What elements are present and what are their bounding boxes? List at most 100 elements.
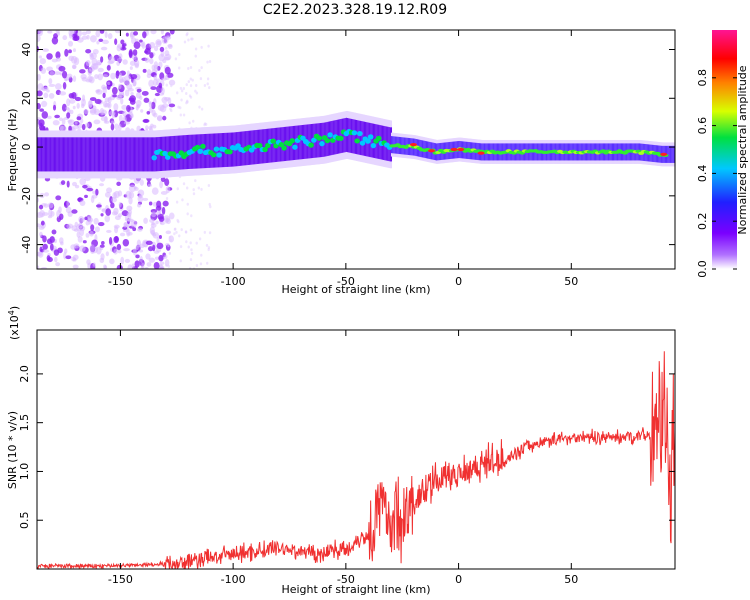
- heatmap-noise-cell: [53, 249, 60, 256]
- heatmap-noise-cell: [108, 110, 116, 116]
- heatmap-noise-cell: [105, 251, 109, 257]
- heatmap-y-tick-label: 40: [20, 43, 33, 57]
- heatmap-noise-cell: [87, 75, 93, 82]
- heatmap-noise-cell: [129, 113, 134, 119]
- heatmap-noise-cell: [134, 260, 140, 268]
- snr-x-tick-label: 50: [564, 573, 578, 586]
- heatmap-noise-cell: [84, 216, 88, 221]
- heatmap-noise-cell: [145, 240, 153, 246]
- heatmap-band: [359, 120, 362, 155]
- heatmap-noise-cell: [190, 248, 193, 252]
- heatmap-noise-cell: [116, 243, 122, 251]
- heatmap-noise-cell: [149, 52, 154, 59]
- heatmap-band: [37, 137, 40, 172]
- snr-y-axis-label: SNR (10 * v/v): [6, 411, 19, 489]
- heatmap-noise-cell: [89, 97, 97, 102]
- heatmap-noise-cell: [131, 263, 135, 269]
- heatmap-noise-cell: [189, 228, 193, 232]
- heatmap-noise-cell: [118, 83, 122, 90]
- heatmap-noise-cell: [68, 125, 72, 132]
- heatmap-noise-cell: [68, 40, 74, 47]
- heatmap-core-cell: [162, 150, 168, 157]
- heatmap-band: [129, 137, 132, 172]
- heatmap-noise-cell: [198, 105, 201, 109]
- heatmap-noise-cell: [156, 78, 161, 82]
- snr-x-axis-label: Height of straight line (km): [281, 583, 430, 596]
- heatmap-noise-cell: [164, 178, 170, 187]
- heatmap-noise-cell: [116, 57, 123, 62]
- heatmap-noise-cell: [140, 109, 144, 113]
- snr-y-tick-label: 1.5: [18, 414, 31, 432]
- heatmap-noise-cell: [200, 253, 203, 257]
- heatmap-noise-cell: [164, 66, 171, 75]
- heatmap-noise-cell: [55, 51, 61, 59]
- heatmap-band: [669, 145, 672, 163]
- heatmap-noise-cell: [200, 66, 203, 70]
- heatmap-noise-cell: [85, 220, 90, 226]
- snr-y-tick-label: 1.0: [18, 463, 31, 481]
- heatmap-band: [668, 145, 671, 163]
- heatmap-noise-cell: [129, 66, 133, 70]
- heatmap-core-cell: [367, 134, 374, 140]
- heatmap-noise-cell: [72, 48, 77, 53]
- heatmap-band: [146, 137, 149, 172]
- heatmap-noise-cell: [90, 224, 95, 231]
- heatmap-band: [212, 133, 216, 168]
- heatmap-core-cell: [262, 146, 268, 153]
- heatmap-noise-cell: [195, 91, 199, 95]
- heatmap-noise-cell: [189, 84, 193, 88]
- heatmap-y-tick-label: -40: [20, 236, 33, 254]
- heatmap-noise-cell: [153, 75, 158, 80]
- heatmap-noise-cell: [110, 123, 115, 131]
- heatmap-noise-cell: [208, 202, 211, 206]
- heatmap-noise-cell: [48, 78, 53, 85]
- heatmap-noise-cell: [186, 100, 189, 104]
- heatmap-band: [341, 118, 344, 153]
- heatmap-noise-cell: [123, 248, 130, 252]
- heatmap-noise-cell: [152, 124, 157, 129]
- heatmap-noise-cell: [79, 118, 84, 124]
- heatmap-x-axis-label: Height of straight line (km): [281, 283, 430, 296]
- heatmap-noise-cell: [167, 97, 172, 105]
- heatmap-noise-cell: [199, 262, 203, 266]
- heatmap-noise-cell: [72, 36, 80, 42]
- heatmap-noise-cell: [113, 236, 119, 244]
- heatmap-noise-cell: [71, 209, 78, 214]
- heatmap-noise-cell: [162, 115, 167, 121]
- heatmap-band: [211, 133, 214, 168]
- heatmap-noise-cell: [59, 213, 64, 220]
- heatmap-peak: [457, 147, 465, 152]
- heatmap-noise-cell: [161, 96, 168, 104]
- heatmap-noise-cell: [58, 206, 62, 214]
- heatmap-noise-cell: [54, 114, 61, 119]
- heatmap-noise-cell: [179, 259, 182, 263]
- heatmap-band: [80, 137, 84, 172]
- heatmap-noise-cell: [124, 79, 130, 85]
- heatmap-band: [67, 137, 70, 172]
- heatmap-noise-cell: [139, 39, 143, 43]
- heatmap-noise-cell: [128, 197, 133, 205]
- heatmap-noise-cell: [146, 69, 152, 76]
- heatmap-band: [120, 137, 123, 172]
- heatmap-core-cell: [270, 138, 277, 144]
- heatmap-noise-cell: [164, 220, 168, 224]
- heatmap-noise-cell: [133, 31, 139, 36]
- heatmap-noise-cell: [104, 31, 108, 38]
- heatmap-noise-cell: [206, 261, 209, 265]
- heatmap-band: [121, 137, 124, 172]
- heatmap-band: [672, 145, 675, 163]
- colorbar-tick-label: 0.6: [696, 117, 709, 135]
- heatmap-noise-cell: [116, 264, 123, 269]
- heatmap-band: [292, 125, 296, 161]
- heatmap-noise-cell: [38, 204, 44, 210]
- heatmap-noise-cell: [46, 53, 53, 60]
- heatmap-band: [388, 127, 391, 162]
- heatmap-noise-cell: [79, 200, 86, 207]
- heatmap-band: [41, 137, 44, 172]
- heatmap-noise-cell: [49, 243, 54, 251]
- heatmap-noise-cell: [56, 31, 61, 36]
- heatmap-noise-cell: [102, 92, 106, 99]
- heatmap-noise-cell: [168, 251, 172, 255]
- heatmap-noise-cell: [148, 257, 156, 263]
- heatmap-band: [351, 119, 354, 154]
